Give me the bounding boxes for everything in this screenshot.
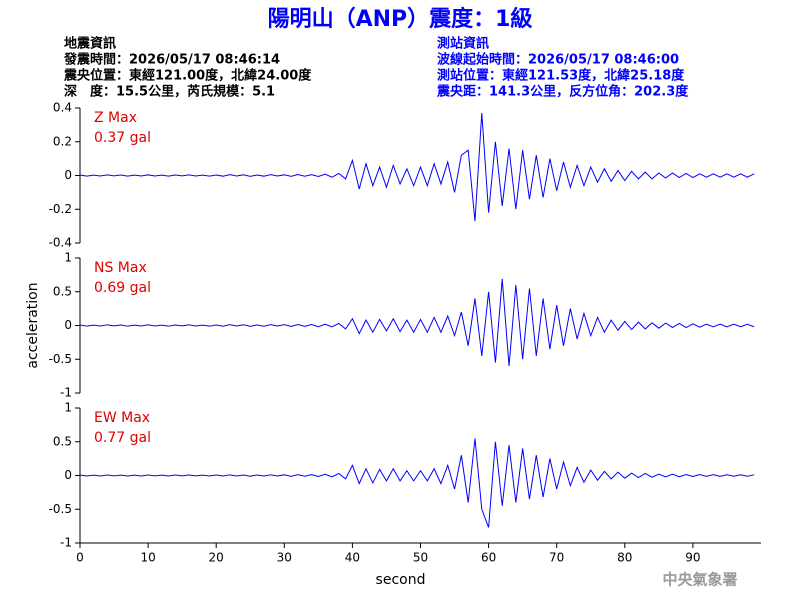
- x-tick-label: 90: [685, 551, 700, 565]
- max-annotation: Z Max: [94, 110, 137, 126]
- x-tick-label: 20: [209, 551, 224, 565]
- info-line: 深 度：15.5公里，芮氏規模：5.1: [64, 84, 275, 100]
- y-tick-label: 0: [64, 318, 72, 332]
- x-tick-label: 70: [549, 551, 564, 565]
- info-line: 測站位置：東經121.53度，北緯25.18度: [437, 68, 685, 84]
- y-tick-label: -1: [60, 386, 72, 400]
- x-tick-label: 10: [140, 551, 155, 565]
- max-annotation: 0.77 gal: [94, 430, 151, 446]
- y-tick-label: 0.2: [53, 134, 72, 148]
- footer: 中央氣象署: [662, 571, 737, 589]
- x-tick-label: 50: [413, 551, 428, 565]
- info-line: 發震時間：2026/05/17 08:46:14: [63, 52, 280, 68]
- y-tick-label: 0: [64, 168, 72, 182]
- info-line: 地震資訊: [64, 36, 116, 52]
- x-tick-label: 80: [617, 551, 632, 565]
- x-axis-label: second: [376, 572, 426, 588]
- y-tick-label: 1: [64, 251, 72, 265]
- waveform: [79, 113, 755, 222]
- y-tick-label: -0.4: [49, 236, 72, 250]
- x-tick-label: 60: [481, 551, 496, 565]
- x-tick-label: 30: [277, 551, 292, 565]
- info-line: 測站資訊: [437, 36, 489, 52]
- y-tick-label: 0.4: [53, 101, 72, 115]
- y-tick-label: -0.5: [49, 352, 72, 366]
- x-tick-label: 40: [345, 551, 360, 565]
- info-line: 震央位置：東經121.00度，北緯24.00度: [63, 68, 312, 84]
- chart-title: 陽明山（ANP）震度：1級: [268, 6, 533, 32]
- waveform: [79, 438, 755, 528]
- max-annotation: NS Max: [94, 260, 147, 276]
- info-line: 震央距：141.3公里，反方位角：202.3度: [436, 84, 689, 100]
- max-annotation: EW Max: [94, 410, 150, 426]
- y-axis-label: acceleration: [25, 282, 41, 368]
- y-tick-label: 0: [64, 468, 72, 482]
- x-tick-label: 0: [76, 551, 84, 565]
- y-tick-label: -0.5: [49, 502, 72, 516]
- info-line: 波線起始時間：2026/05/17 08:46:00: [437, 52, 679, 68]
- max-annotation: 0.37 gal: [94, 130, 151, 146]
- waveform: [79, 278, 755, 367]
- y-tick-label: 1: [64, 401, 72, 415]
- y-tick-label: 0.5: [53, 434, 72, 448]
- y-tick-label: -0.2: [49, 202, 72, 216]
- y-tick-label: -1: [60, 536, 72, 550]
- max-annotation: 0.69 gal: [94, 280, 151, 296]
- y-tick-label: 0.5: [53, 284, 72, 298]
